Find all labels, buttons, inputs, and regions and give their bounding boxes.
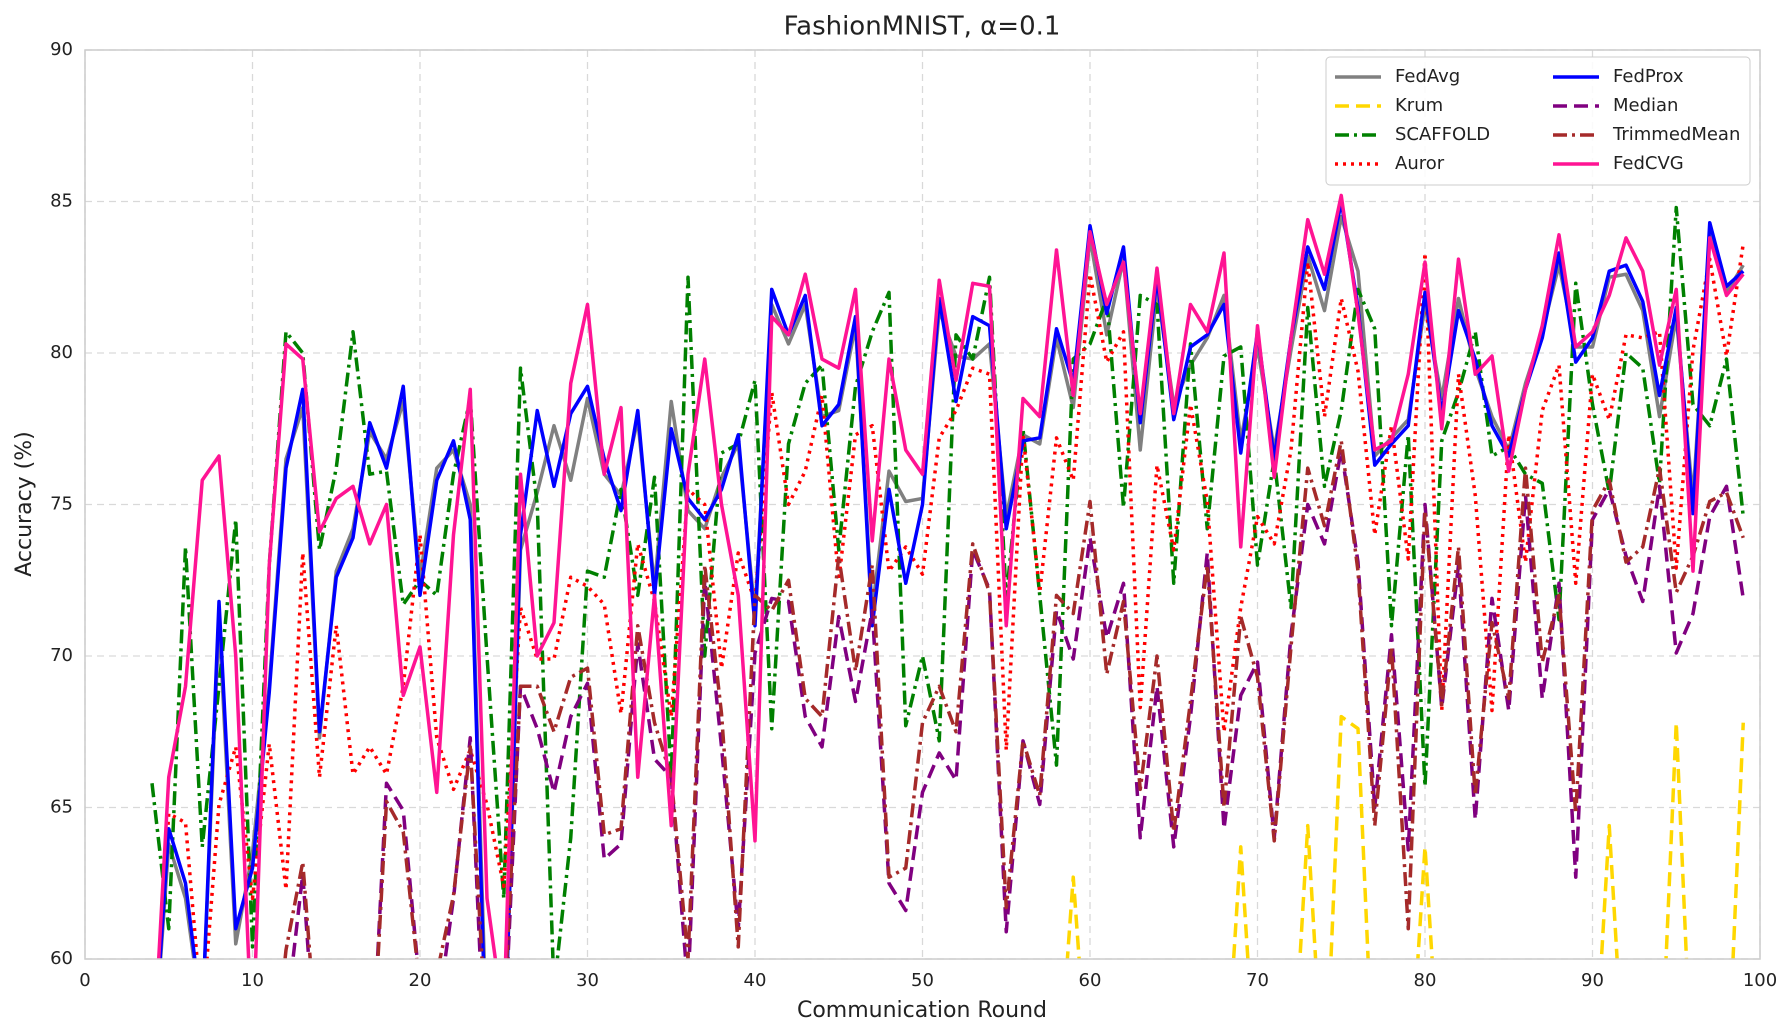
y-axis-label: Accuracy (%): [12, 431, 37, 577]
legend-label: SCAFFOLD: [1395, 124, 1490, 145]
y-tick-label: 65: [50, 797, 73, 818]
x-tick-label: 20: [409, 970, 432, 991]
y-tick-label: 70: [50, 645, 73, 666]
plot-frame: [84, 49, 1761, 960]
x-tick-label: 50: [911, 970, 934, 991]
legend-label: FedAvg: [1395, 66, 1460, 87]
y-tick-label: 75: [50, 494, 73, 515]
y-tick-label: 90: [50, 39, 73, 60]
x-tick-label: 80: [1414, 970, 1437, 991]
x-tick-label: 60: [1079, 970, 1102, 991]
series-line: [150, 205, 1745, 959]
legend-label: TrimmedMean: [1612, 124, 1740, 145]
ticks: 0 10 20 30 40 50 60 70 80 90 100 60 65 70 75 80 85 90: [50, 39, 1777, 991]
lines: [150, 193, 1745, 959]
x-tick-label: 10: [241, 970, 264, 991]
series-line: [156, 193, 1745, 959]
x-tick-label: 30: [576, 970, 599, 991]
x-axis-label: Communication Round: [797, 998, 1047, 1023]
legend-label: Auror: [1395, 153, 1445, 174]
legend: FedAvg Krum SCAFFOLD Auror FedProx Median Trim…: [1325, 56, 1751, 186]
y-tick-label: 80: [50, 342, 73, 363]
legend-label: FedCVG: [1613, 153, 1684, 174]
legend-label: Krum: [1395, 95, 1443, 116]
legend-label: Median: [1613, 95, 1678, 116]
y-tick-label: 85: [50, 191, 73, 212]
x-tick-label: 90: [1581, 970, 1604, 991]
x-tick-label: 70: [1246, 970, 1269, 991]
legend-box: [1325, 56, 1751, 186]
x-tick-label: 40: [744, 970, 767, 991]
x-tick-label: 100: [1743, 970, 1777, 991]
x-tick-label: 0: [79, 970, 90, 991]
legend-label: FedProx: [1613, 66, 1684, 87]
chart-title: FashionMNIST, α=0.1: [784, 12, 1061, 42]
y-tick-label: 60: [50, 948, 73, 969]
